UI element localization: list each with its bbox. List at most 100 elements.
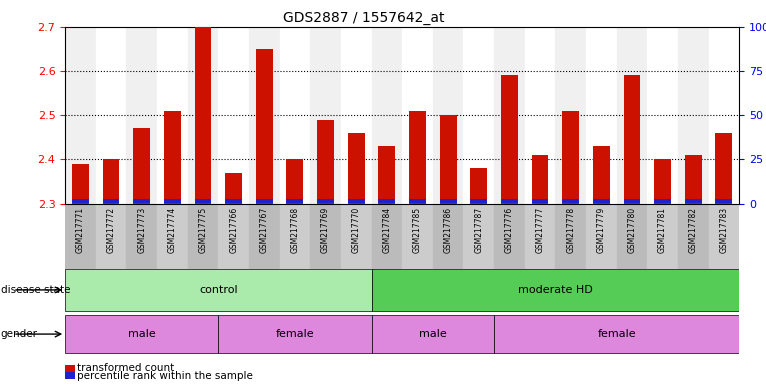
Bar (188, 27, 218, 204)
Text: GSM217780: GSM217780 (627, 207, 637, 253)
Bar (103, 159, 119, 204)
Bar (532, 155, 548, 204)
Text: moderate HD: moderate HD (518, 285, 593, 295)
Bar (440, 115, 457, 204)
Bar (249, 27, 280, 204)
Bar (65, 27, 96, 204)
Text: GSM217778: GSM217778 (566, 207, 575, 253)
Bar (647, 204, 678, 269)
Bar (409, 199, 426, 203)
Bar (164, 111, 181, 204)
Text: GSM217786: GSM217786 (444, 207, 453, 253)
Text: percentile rank within the sample: percentile rank within the sample (77, 371, 254, 381)
Bar (225, 173, 242, 204)
Bar (715, 133, 732, 204)
Bar (341, 27, 372, 204)
Bar (470, 168, 487, 204)
Bar (654, 199, 671, 203)
Bar (157, 204, 188, 269)
Text: GSM217771: GSM217771 (76, 207, 85, 253)
Bar (72, 199, 89, 203)
Bar (65, 269, 372, 311)
Bar (218, 315, 372, 353)
Bar (341, 204, 372, 269)
Text: GSM217782: GSM217782 (689, 207, 698, 253)
Bar (378, 199, 395, 203)
Text: male: male (419, 329, 447, 339)
Bar (709, 27, 739, 204)
Bar (562, 111, 579, 204)
Text: GSM217787: GSM217787 (474, 207, 483, 253)
Text: GSM217773: GSM217773 (137, 207, 146, 253)
Bar (685, 155, 702, 204)
Bar (157, 27, 188, 204)
Bar (532, 199, 548, 203)
Bar (249, 204, 280, 269)
Bar (494, 27, 525, 204)
Bar (402, 27, 433, 204)
Text: control: control (199, 285, 237, 295)
Bar (348, 133, 365, 204)
Bar (402, 204, 433, 269)
Bar (195, 199, 211, 203)
Bar (133, 199, 150, 203)
Bar (409, 111, 426, 204)
Bar (103, 199, 119, 203)
Bar (372, 204, 402, 269)
Bar (470, 199, 487, 203)
Text: female: female (597, 329, 636, 339)
Text: GSM217770: GSM217770 (352, 207, 361, 253)
Bar (280, 204, 310, 269)
Text: transformed count: transformed count (77, 363, 175, 373)
Text: male: male (128, 329, 155, 339)
Bar (317, 199, 334, 203)
Bar (372, 315, 494, 353)
Text: gender: gender (1, 329, 38, 339)
Bar (96, 27, 126, 204)
Text: disease state: disease state (1, 285, 70, 295)
Bar (624, 199, 640, 203)
Text: GDS2887 / 1557642_at: GDS2887 / 1557642_at (283, 11, 444, 25)
Text: female: female (276, 329, 314, 339)
Bar (555, 204, 586, 269)
Bar (65, 315, 218, 353)
Bar (685, 199, 702, 203)
Bar (647, 27, 678, 204)
Bar (348, 199, 365, 203)
Bar (654, 159, 671, 204)
Bar (126, 204, 157, 269)
Bar (525, 204, 555, 269)
Bar (463, 204, 494, 269)
Bar (256, 199, 273, 203)
Text: GSM217769: GSM217769 (321, 207, 330, 253)
Bar (280, 27, 310, 204)
Text: GSM217785: GSM217785 (413, 207, 422, 253)
Bar (72, 164, 89, 204)
Text: GSM217781: GSM217781 (658, 207, 667, 253)
Bar (378, 146, 395, 204)
Bar (501, 199, 518, 203)
Bar (256, 49, 273, 204)
Text: GSM217784: GSM217784 (382, 207, 391, 253)
Bar (501, 76, 518, 204)
Bar (310, 204, 341, 269)
Text: GSM217768: GSM217768 (290, 207, 300, 253)
Bar (96, 204, 126, 269)
Bar (310, 27, 341, 204)
Bar (133, 128, 150, 204)
Bar (624, 76, 640, 204)
Bar (218, 27, 249, 204)
Text: GSM217777: GSM217777 (535, 207, 545, 253)
Bar (494, 204, 525, 269)
Bar (188, 204, 218, 269)
Bar (372, 269, 739, 311)
Bar (678, 27, 709, 204)
Bar (494, 315, 739, 353)
Bar (218, 204, 249, 269)
Bar (463, 27, 494, 204)
Text: GSM217767: GSM217767 (260, 207, 269, 253)
Text: GSM217783: GSM217783 (719, 207, 728, 253)
Bar (617, 27, 647, 204)
Bar (317, 120, 334, 204)
Bar (286, 159, 303, 204)
